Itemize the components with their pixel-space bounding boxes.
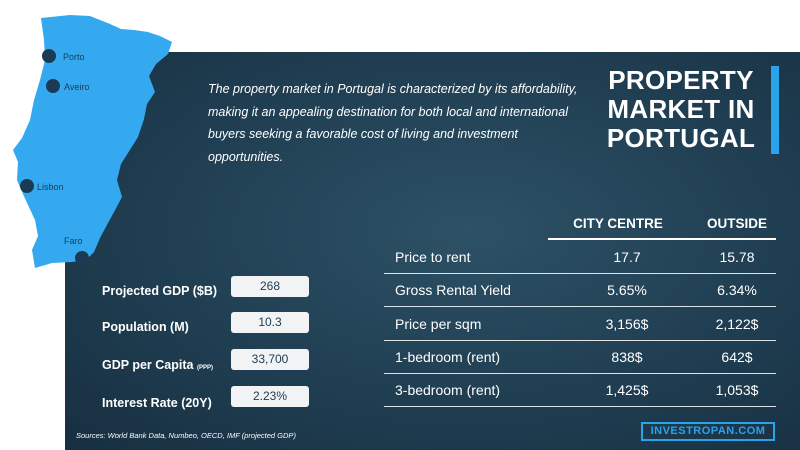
stat-label-text: Interest Rate (20Y) [102, 396, 212, 410]
table-row: 1-bedroom (rent) 838$ 642$ [384, 340, 776, 374]
title-line-2: MARKET IN [607, 94, 755, 124]
brand-link[interactable]: INVESTROPAN.COM [641, 422, 775, 441]
row-label: Gross Rental Yield [395, 282, 511, 298]
table-row: Gross Rental Yield 5.65% 6.34% [384, 273, 776, 307]
table-row: 3-bedroom (rent) 1,425$ 1,053$ [384, 373, 776, 407]
row-label: Price per sqm [395, 316, 482, 332]
row-label: Price to rent [395, 249, 471, 265]
city-dot-aveiro [46, 79, 60, 93]
stat-label-text: Population (M) [102, 320, 189, 334]
row-value-city-centre: 5.65% [607, 282, 647, 298]
title-accent-bar [771, 66, 779, 154]
intro-text: The property market in Portugal is chara… [208, 82, 578, 164]
sources-note: Sources: World Bank Data, Numbeo, OECD, … [76, 431, 296, 440]
city-label-faro: Faro [64, 236, 83, 246]
row-value-outside: 642$ [721, 349, 753, 365]
stat-label-text: GDP per Capita [102, 358, 194, 372]
row-value-city-centre: 17.7 [613, 249, 641, 265]
row-value-outside: 2,122$ [715, 316, 759, 332]
stat-label-population: Population (M) [102, 320, 189, 334]
city-label-lisbon: Lisbon [37, 182, 64, 192]
row-value-outside: 6.34% [717, 282, 757, 298]
table-header-city-centre: CITY CENTRE [573, 216, 663, 231]
slide-background-panel [65, 52, 800, 450]
stat-label-suffix: (PPP) [196, 365, 213, 371]
stat-label-interest-rate: Interest Rate (20Y) [102, 396, 212, 410]
row-value-city-centre: 1,425$ [605, 382, 649, 398]
title-line-1: PROPERTY [608, 65, 754, 95]
table-header-underline [548, 238, 776, 240]
stat-value-interest-rate: 2.23% [231, 386, 309, 407]
row-label: 3-bedroom (rent) [395, 382, 501, 398]
table-row: Price to rent 17.7 15.78 [384, 240, 776, 274]
title-line-3: PORTUGAL [606, 123, 756, 153]
stat-value-gdp-per-capita: 33,700 [231, 349, 309, 370]
row-value-city-centre: 3,156$ [605, 316, 649, 332]
stat-value-population: 10.3 [231, 312, 309, 333]
row-value-outside: 1,053$ [715, 382, 759, 398]
stat-label-gdp-per-capita: GDP per Capita (PPP) [102, 358, 213, 372]
city-dot-porto [42, 49, 56, 63]
page-title: PROPERTY MARKET IN PORTUGAL [596, 66, 766, 153]
table-row: Price per sqm 3,156$ 2,122$ [384, 307, 776, 341]
stat-label-projected-gdp: Projected GDP ($B) [102, 284, 217, 298]
row-value-city-centre: 838$ [611, 349, 643, 365]
row-value-outside: 15.78 [719, 249, 755, 265]
city-label-porto: Porto [63, 52, 85, 62]
city-dot-faro [75, 251, 89, 265]
row-label: 1-bedroom (rent) [395, 349, 501, 365]
stat-value-projected-gdp: 268 [231, 276, 309, 297]
table-header-outside: OUTSIDE [706, 216, 767, 231]
stat-label-text: Projected GDP ($B) [102, 284, 218, 298]
city-label-aveiro: Aveiro [64, 82, 90, 92]
city-dot-lisbon [20, 179, 34, 193]
